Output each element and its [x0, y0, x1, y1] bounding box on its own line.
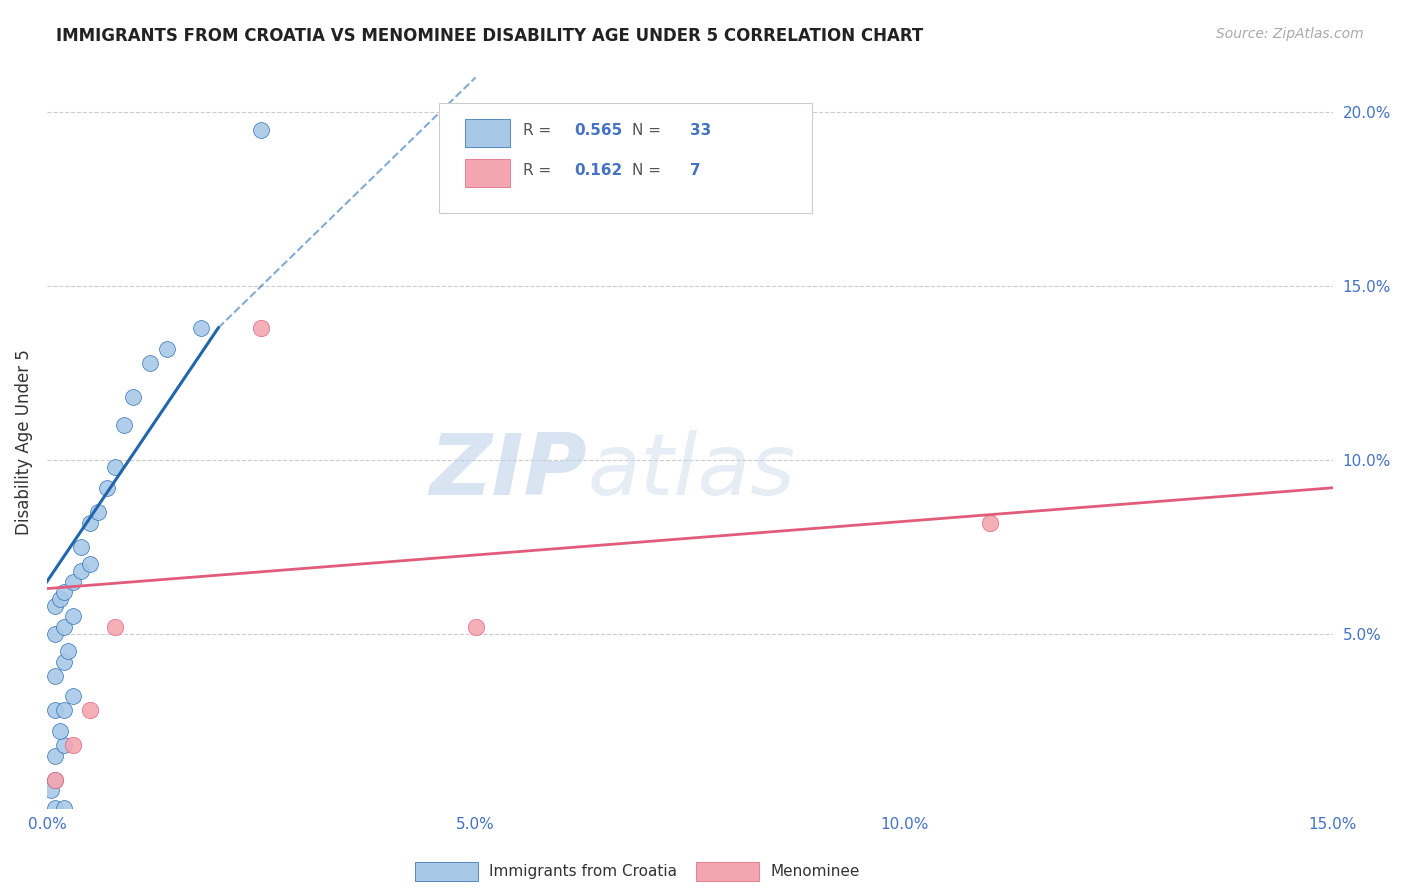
Point: [104, 620, 127, 634]
Point: [79, 558, 101, 572]
Text: 7: 7: [690, 163, 700, 178]
FancyBboxPatch shape: [465, 160, 510, 187]
Text: N =: N =: [633, 163, 666, 178]
Text: 0.162: 0.162: [574, 163, 623, 178]
Point: [112, 418, 135, 433]
Point: [48, 724, 70, 739]
FancyBboxPatch shape: [439, 103, 813, 212]
Point: [44, 772, 66, 787]
Text: Immigrants from Croatia: Immigrants from Croatia: [489, 864, 678, 879]
Point: [121, 390, 143, 404]
Text: 0.565: 0.565: [574, 123, 623, 138]
Point: [96, 481, 118, 495]
Point: [44, 627, 66, 641]
Point: [62, 609, 84, 624]
Point: [62, 738, 84, 752]
Point: [58, 644, 80, 658]
Text: Menominee: Menominee: [770, 864, 860, 879]
Text: N =: N =: [633, 123, 666, 138]
Text: R =: R =: [523, 163, 555, 178]
Point: [44, 748, 66, 763]
Point: [79, 703, 101, 717]
FancyBboxPatch shape: [465, 119, 510, 147]
Point: [53, 800, 76, 814]
Point: [464, 620, 486, 634]
Point: [53, 620, 76, 634]
Point: [39, 783, 62, 797]
Text: atlas: atlas: [588, 430, 794, 513]
Point: [62, 690, 84, 704]
Point: [250, 320, 273, 334]
Y-axis label: Disability Age Under 5: Disability Age Under 5: [15, 350, 32, 535]
Point: [70, 564, 93, 578]
Point: [53, 585, 76, 599]
Text: ZIP: ZIP: [429, 430, 588, 513]
Point: [70, 540, 93, 554]
Point: [87, 505, 110, 519]
Point: [53, 655, 76, 669]
Point: [979, 516, 1001, 530]
Point: [104, 459, 127, 474]
Point: [44, 599, 66, 613]
Point: [44, 800, 66, 814]
Text: R =: R =: [523, 123, 555, 138]
Point: [156, 342, 179, 356]
Text: 33: 33: [690, 123, 711, 138]
Text: Source: ZipAtlas.com: Source: ZipAtlas.com: [1216, 27, 1364, 41]
Point: [79, 516, 101, 530]
Point: [44, 668, 66, 682]
Text: IMMIGRANTS FROM CROATIA VS MENOMINEE DISABILITY AGE UNDER 5 CORRELATION CHART: IMMIGRANTS FROM CROATIA VS MENOMINEE DIS…: [56, 27, 924, 45]
Point: [53, 738, 76, 752]
Point: [44, 703, 66, 717]
Point: [53, 703, 76, 717]
Point: [139, 355, 162, 369]
Point: [62, 574, 84, 589]
Point: [250, 122, 273, 136]
Point: [44, 772, 66, 787]
Point: [190, 320, 212, 334]
Point: [48, 592, 70, 607]
